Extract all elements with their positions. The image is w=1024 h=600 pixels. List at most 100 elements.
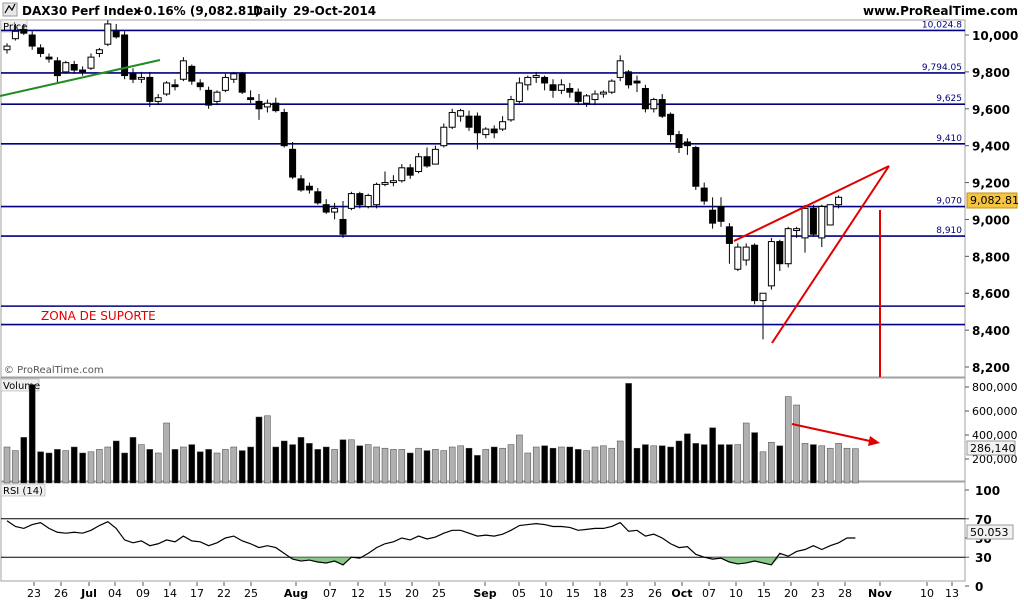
x-day-label: 26 — [648, 587, 662, 600]
x-day-label: 26 — [54, 587, 68, 600]
volume-bar — [180, 446, 187, 484]
volume-trend-arrow — [791, 423, 871, 442]
volume-bar — [154, 452, 162, 484]
candle-down — [129, 73, 137, 80]
candle-up — [818, 206, 826, 239]
header-period: Daily — [253, 4, 287, 18]
candle-down — [305, 185, 313, 191]
candle-down — [549, 84, 557, 91]
volume-bar — [356, 445, 364, 484]
volume-bar — [96, 449, 103, 484]
volume-bar — [574, 449, 582, 484]
x-month-label: Sep — [473, 587, 496, 600]
candle-down — [53, 60, 61, 77]
x-day-label: 10 — [729, 587, 743, 600]
candle-up — [482, 128, 490, 136]
last-price-tag: 9,082.81 — [966, 192, 1019, 209]
volume-arrowhead-icon — [868, 436, 880, 446]
candle-down — [20, 28, 28, 34]
x-day-label: 07 — [323, 587, 337, 600]
candle-up — [591, 93, 599, 101]
volume-bar — [709, 427, 716, 484]
x-day-label: 15 — [757, 587, 771, 600]
volume-bar — [616, 440, 624, 484]
header-symbol: DAX30 Perf Index — [22, 4, 141, 18]
candle-up — [515, 82, 523, 102]
candle-down — [45, 56, 53, 60]
volume-bar — [28, 384, 36, 484]
volume-bar — [289, 444, 296, 484]
volume-current-tag: 286,140 — [966, 440, 1016, 456]
copyright-text: © ProRealTime.com — [4, 365, 104, 376]
candle-up — [767, 241, 775, 287]
x-month-label: Aug — [284, 587, 308, 600]
volume-bar — [331, 449, 338, 484]
header-site[interactable]: www.ProRealTime.com — [863, 4, 1018, 18]
volume-bar — [751, 432, 758, 484]
price-tick-label: 8,200 — [972, 361, 1010, 375]
rsi-current-tag: 50.053 — [966, 524, 1014, 540]
price-tick-label: 10,000 — [972, 29, 1018, 43]
candle-up — [457, 110, 465, 117]
volume-bar — [835, 443, 842, 484]
candle-down — [683, 141, 691, 147]
candle-down — [641, 87, 649, 110]
candle-down — [314, 191, 322, 204]
x-day-label: 12 — [351, 587, 365, 600]
candle-down — [289, 148, 297, 178]
candle-up — [3, 45, 11, 51]
level-label: 9,625 — [936, 94, 962, 104]
candle-up — [835, 196, 843, 206]
x-day-label: 10 — [920, 587, 934, 600]
volume-bar — [314, 449, 322, 484]
candle-down — [112, 30, 120, 38]
volume-bar — [784, 396, 792, 484]
volume-bar — [339, 439, 347, 484]
support-zone-label: ZONA DE SUPORTE — [41, 309, 156, 323]
candle-up — [650, 99, 658, 110]
candle-down — [473, 115, 481, 134]
volume-bar — [667, 446, 674, 484]
candle-up — [87, 56, 95, 69]
x-day-label: 09 — [136, 587, 150, 600]
rsi-panel-label: RSI (14) — [3, 486, 43, 497]
candle-up — [163, 82, 171, 95]
volume-tick-label: 800,000 — [972, 381, 1018, 394]
candle-down — [776, 241, 784, 265]
price-panel: Price — [0, 19, 966, 378]
x-day-label: 10 — [539, 587, 553, 600]
volume-bar — [79, 452, 86, 484]
volume-bar — [348, 439, 355, 484]
volume-bar — [465, 447, 473, 484]
rsi-tick-label: 100 — [975, 484, 1000, 498]
candle-up — [448, 111, 456, 128]
price-tick-label: 9,800 — [972, 66, 1010, 80]
volume-bar — [793, 404, 800, 484]
candle-up — [347, 193, 355, 209]
candle-down — [247, 97, 255, 101]
candle-down — [272, 102, 280, 112]
candle-up — [263, 102, 271, 108]
candle-up — [524, 76, 532, 86]
volume-tick-label: 400,000 — [972, 429, 1018, 442]
x-day-label: 07 — [702, 587, 716, 600]
candle-up — [137, 76, 145, 80]
candle-up — [499, 121, 507, 130]
x-day-label: 23 — [27, 587, 41, 600]
candle-up — [230, 73, 238, 80]
candle-up — [557, 84, 565, 91]
x-day-label: 15 — [566, 587, 580, 600]
volume-bar — [3, 446, 11, 484]
candle-down — [70, 64, 78, 71]
volume-bar — [499, 447, 506, 484]
candle-up — [734, 246, 742, 270]
candle-down — [171, 84, 179, 88]
x-day-label: 18 — [593, 587, 607, 600]
candle-down — [406, 167, 414, 176]
volume-bar — [146, 449, 154, 484]
candle-up — [440, 126, 448, 147]
volume-bar — [306, 443, 313, 484]
candle-down — [700, 187, 708, 202]
volume-panel-label: Volume — [3, 381, 40, 392]
volume-bar — [642, 444, 649, 484]
